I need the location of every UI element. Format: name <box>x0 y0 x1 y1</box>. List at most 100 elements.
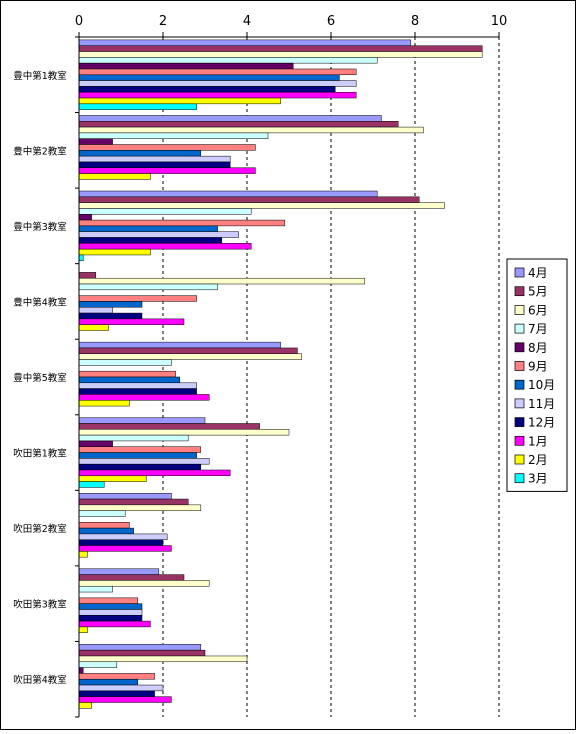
bar-2-8 <box>78 237 223 244</box>
axes <box>75 32 500 718</box>
gridlines <box>162 37 500 717</box>
bar-6-6 <box>78 527 134 535</box>
bar-5-8 <box>78 463 202 471</box>
bar-2-5 <box>78 219 286 227</box>
bar-6-3 <box>78 510 126 517</box>
x-tick-label-2: 4 <box>243 14 251 29</box>
bar-0-2 <box>78 51 483 58</box>
bar-1-4 <box>78 138 113 145</box>
bar-2-9 <box>78 243 252 250</box>
bar-1-6 <box>78 150 202 157</box>
bar-5-7 <box>78 458 210 465</box>
bar-5-11 <box>78 481 105 488</box>
bar-3-2 <box>78 277 365 285</box>
x-tick-label-5: 10 <box>491 14 508 29</box>
bar-4-7 <box>78 382 197 389</box>
bar-2-3 <box>78 208 252 215</box>
bar-2-11 <box>78 254 84 262</box>
bar-7-10 <box>78 626 88 633</box>
bar-8-1 <box>78 649 206 657</box>
bar-8-6 <box>78 678 139 686</box>
category-label-3: 豊中第4教室 <box>13 296 67 308</box>
bar-3-3 <box>78 283 218 291</box>
legend-label-4: 8月 <box>528 341 548 355</box>
bar-5-10 <box>78 475 147 482</box>
x-tick-label-1: 2 <box>159 14 167 29</box>
legend-swatch-9 <box>514 435 525 446</box>
category-label-7: 吹田第3教室 <box>13 599 67 611</box>
legend-swatch-10 <box>514 454 525 465</box>
bar-0-4 <box>78 62 294 70</box>
bar-1-1 <box>78 121 399 128</box>
x-tick-label-0: 0 <box>75 14 83 29</box>
bar-2-6 <box>78 225 218 232</box>
bar-4-3 <box>78 359 172 366</box>
bar-8-5 <box>78 673 155 680</box>
bar-1-0 <box>78 115 382 122</box>
legend-swatch-3 <box>514 323 525 334</box>
legend-label-10: 2月 <box>528 453 548 467</box>
category-label-5: 吹田第1教室 <box>13 448 67 460</box>
legend-swatch-0 <box>514 267 525 278</box>
legend-label-8: 12月 <box>528 416 555 430</box>
bar-1-10 <box>78 173 151 180</box>
bar-3-8 <box>78 312 143 320</box>
bar-4-10 <box>78 399 130 407</box>
legend-box <box>506 258 568 492</box>
bar-8-4 <box>78 667 84 674</box>
legend-swatch-5 <box>514 361 525 371</box>
bar-7-5 <box>78 597 139 604</box>
bar-4-9 <box>78 394 210 401</box>
bar-2-4 <box>78 214 92 221</box>
bar-8-8 <box>78 690 155 697</box>
bar-4-1 <box>78 347 298 355</box>
bar-0-5 <box>78 68 357 76</box>
bar-8-0 <box>78 644 202 651</box>
legend-label-11: 3月 <box>528 472 548 486</box>
bar-2-7 <box>78 231 239 238</box>
bar-6-2 <box>78 504 202 511</box>
x-tick-label-4: 8 <box>411 14 419 29</box>
bar-5-1 <box>78 423 260 430</box>
bar-7-1 <box>78 574 185 581</box>
legend-swatch-4 <box>514 342 525 353</box>
category-label-1: 豊中第2教室 <box>13 145 67 157</box>
bar-0-9 <box>78 91 357 99</box>
legend-label-1: 5月 <box>528 285 548 299</box>
bar-6-5 <box>78 522 130 529</box>
x-tick-label-3: 6 <box>327 14 335 29</box>
bar-8-2 <box>78 655 248 663</box>
legend-label-9: 1月 <box>528 434 548 448</box>
bar-0-1 <box>78 45 483 52</box>
bar-1-9 <box>78 167 256 174</box>
bar-0-6 <box>78 74 340 81</box>
bar-6-10 <box>78 551 88 558</box>
bar-0-0 <box>78 39 412 46</box>
bar-5-3 <box>78 434 189 442</box>
legend-label-6: 10月 <box>528 378 555 392</box>
bar-4-2 <box>78 353 302 360</box>
category-labels: 豊中第1教室豊中第2教室豊中第3教室豊中第4教室豊中第5教室吹田第1教室吹田第2… <box>13 70 67 686</box>
bar-3-5 <box>78 295 197 302</box>
bar-6-8 <box>78 539 164 546</box>
bar-4-6 <box>78 376 181 384</box>
legend-label-3: 7月 <box>528 322 548 336</box>
bar-6-7 <box>78 533 168 540</box>
legend-label-7: 11月 <box>528 397 555 411</box>
bar-0-8 <box>78 86 336 93</box>
bar-0-11 <box>78 103 197 110</box>
bar-8-7 <box>78 684 164 692</box>
legend-swatch-11 <box>514 473 525 484</box>
x-tick-labels: 0 2 4 6 8 10 <box>75 14 507 29</box>
bar-5-9 <box>78 469 231 477</box>
bar-0-7 <box>78 80 357 87</box>
legend-swatch-8 <box>514 417 525 427</box>
category-label-6: 吹田第2教室 <box>13 523 67 535</box>
legend-swatch-6 <box>514 379 525 390</box>
bar-0-10 <box>78 97 281 105</box>
bar-3-6 <box>78 301 143 308</box>
bar-7-7 <box>78 609 143 616</box>
bar-2-1 <box>78 196 420 203</box>
